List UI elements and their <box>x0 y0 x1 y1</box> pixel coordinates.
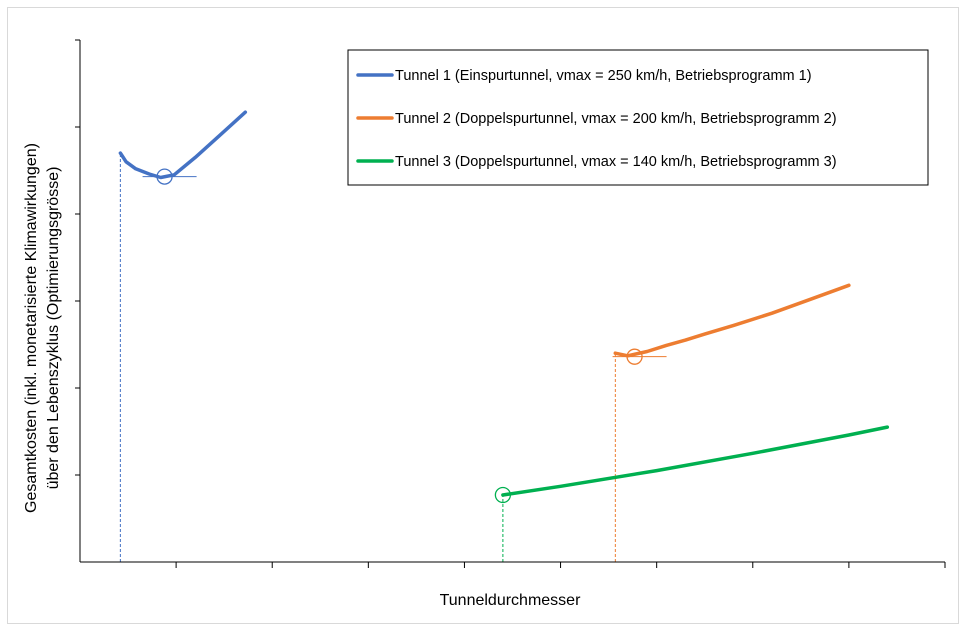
legend: Tunnel 1 (Einspurtunnel, vmax = 250 km/h… <box>347 49 929 186</box>
axes <box>75 39 946 568</box>
x-axis-title: Tunneldurchmesser <box>440 592 581 609</box>
optimum-marker-tunnel-3 <box>494 486 512 504</box>
y-axis-title-line-2: über den Lebenszyklus (Optimierungsgröss… <box>45 167 62 490</box>
optimum-marker-tunnel-2 <box>626 348 643 365</box>
legend-label-tunnel-1: Tunnel 1 (Einspurtunnel, vmax = 250 km/h… <box>395 68 812 84</box>
legend-label-tunnel-3: Tunnel 3 (Doppelspurtunnel, vmax = 140 k… <box>395 154 837 170</box>
legend-box <box>347 49 929 186</box>
y-axis-title-line-1: Gesamtkosten (inkl. monetarisierte Klima… <box>23 143 40 513</box>
series-line-tunnel-1 <box>118 110 248 180</box>
legend-label-tunnel-2: Tunnel 2 (Doppelspurtunnel, vmax = 200 k… <box>395 111 837 127</box>
plot-area <box>118 110 890 562</box>
optimum-marker-tunnel-1 <box>156 168 173 185</box>
series-line-tunnel-2 <box>613 283 851 358</box>
series-line-tunnel-3 <box>501 425 890 497</box>
